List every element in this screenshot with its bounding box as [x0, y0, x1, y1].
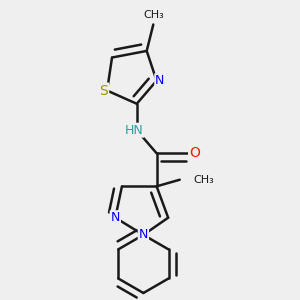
Text: N: N — [155, 74, 165, 87]
Text: O: O — [189, 146, 200, 160]
Text: CH₃: CH₃ — [193, 175, 214, 185]
Text: S: S — [99, 84, 108, 98]
Text: HN: HN — [125, 124, 143, 137]
Text: N: N — [111, 211, 120, 224]
Text: N: N — [139, 228, 148, 242]
Text: CH₃: CH₃ — [143, 10, 164, 20]
